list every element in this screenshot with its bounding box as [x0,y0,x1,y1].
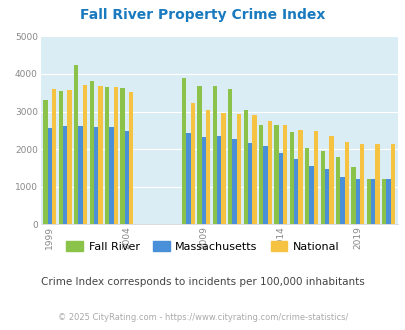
Bar [267,121,271,224]
Bar [201,137,205,224]
Bar [232,139,236,224]
Bar [278,153,282,224]
Bar [309,166,313,224]
Bar [113,87,117,224]
Bar [324,169,328,224]
Bar [228,89,232,224]
Bar [212,86,217,224]
Bar [293,159,298,224]
Bar [90,82,94,224]
Bar [236,114,241,224]
Bar [258,125,262,224]
Bar [217,136,221,224]
Bar [105,87,109,224]
Bar [359,144,363,224]
Bar [298,130,302,224]
Bar [124,131,129,224]
Bar [370,179,375,224]
Bar [83,85,87,224]
Text: Fall River Property Crime Index: Fall River Property Crime Index [80,8,325,22]
Bar [313,131,318,224]
Bar [344,142,348,224]
Bar [339,177,344,224]
Bar [109,127,113,224]
Bar [205,110,210,224]
Bar [197,86,201,224]
Bar [120,88,124,224]
Bar [381,179,386,224]
Bar [262,146,267,224]
Bar [59,91,63,224]
Bar [375,144,379,224]
Bar [320,151,324,224]
Bar [243,110,247,224]
Bar [335,157,339,224]
Bar [78,126,83,224]
Bar [366,179,370,224]
Legend: Fall River, Massachusetts, National: Fall River, Massachusetts, National [62,237,343,256]
Bar [274,125,278,224]
Bar [305,148,309,224]
Bar [190,103,194,224]
Bar [98,86,102,224]
Bar [386,179,390,224]
Bar [129,92,133,224]
Bar [221,113,225,224]
Text: © 2025 CityRating.com - https://www.cityrating.com/crime-statistics/: © 2025 CityRating.com - https://www.city… [58,314,347,322]
Bar [43,100,47,224]
Bar [52,88,56,224]
Bar [94,127,98,224]
Bar [328,136,333,224]
Bar [67,90,72,224]
Bar [390,144,394,224]
Bar [186,133,190,224]
Bar [247,143,252,224]
Bar [252,115,256,224]
Bar [63,126,67,224]
Bar [47,128,52,224]
Bar [74,65,78,224]
Bar [355,179,359,224]
Bar [289,132,293,224]
Text: Crime Index corresponds to incidents per 100,000 inhabitants: Crime Index corresponds to incidents per… [41,277,364,287]
Bar [350,167,355,224]
Bar [181,78,186,224]
Bar [282,125,287,224]
